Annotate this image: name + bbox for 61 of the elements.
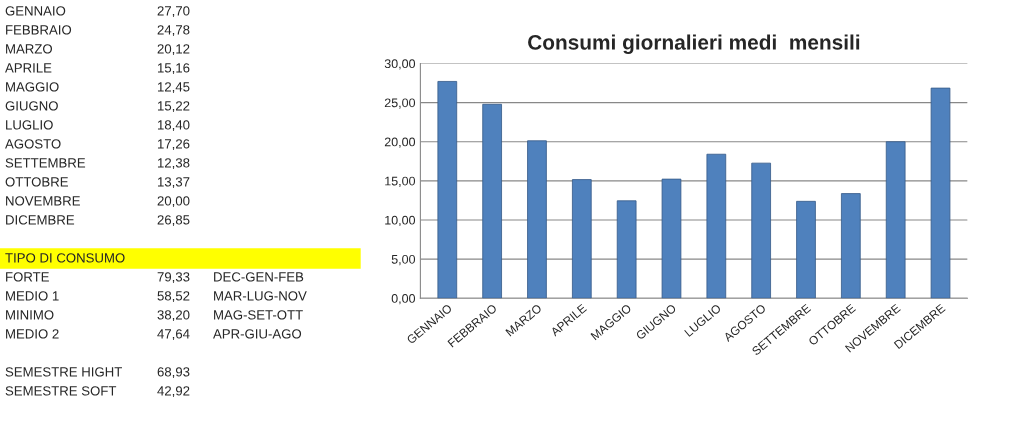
bar [751, 162, 771, 299]
bar [482, 103, 502, 299]
chart-title: Consumi giornalieri medi mensili [528, 34, 860, 54]
text: NOVEMBRE [6, 196, 80, 206]
text: 68,93 [157, 367, 190, 379]
text: APRILE [5, 63, 52, 73]
text: MARZO [6, 44, 53, 54]
text: SEMESTRE SOFT [5, 386, 117, 396]
text: FORTE [6, 272, 49, 282]
text: MEDIO 1 [6, 291, 59, 301]
y-tick-label: 5,00 [391, 254, 416, 266]
text: 27,70 [157, 6, 190, 18]
text: 20,00 [157, 196, 190, 208]
text: MAR-LUG-NOV [214, 291, 307, 301]
text: LUGLIO [6, 120, 53, 130]
y-tick-label: 25,00 [384, 98, 416, 109]
text: APR-GIU-AGO [213, 329, 302, 339]
bar [885, 141, 906, 299]
y-tick-label: 10,00 [385, 215, 416, 227]
text: 42,92 [157, 386, 190, 398]
text: GIUGNO [5, 101, 58, 111]
text: 24,78 [157, 25, 190, 37]
text: OTTOBRE [5, 177, 68, 187]
bar [437, 81, 458, 299]
text: 79,33 [157, 272, 190, 284]
text: AGOSTO [5, 139, 61, 149]
bar [571, 179, 592, 299]
bar [661, 178, 682, 299]
text: 15,22 [157, 101, 190, 113]
text: GENNAIO [5, 6, 66, 16]
text: 26,85 [157, 215, 190, 227]
text: DEC-GEN-FEB [214, 272, 304, 282]
text: MAGGIO [6, 82, 59, 92]
bar [930, 87, 951, 299]
text: DICEMBRE [6, 215, 75, 225]
bar [796, 200, 816, 299]
text: 12,38 [157, 158, 190, 170]
bar [706, 153, 727, 299]
bar [616, 200, 637, 299]
text: 13,37 [157, 177, 190, 189]
text: 38,20 [157, 310, 190, 322]
text: MEDIO 2 [6, 329, 59, 339]
y-tick-label: 0,00 [391, 294, 416, 305]
y-tick-label: 30,00 [384, 59, 416, 70]
bar [527, 140, 547, 299]
text: TIPO DI CONSUMO [5, 253, 125, 263]
text: 18,40 [157, 120, 190, 132]
text: FEBBRAIO [6, 25, 72, 35]
text: 15,16 [157, 63, 190, 75]
bar [841, 193, 861, 299]
text: MAG-SET-OTT [214, 310, 303, 320]
y-tick-label: 15,00 [385, 176, 416, 187]
y-tick-label: 20,00 [384, 137, 416, 148]
text: SETTEMBRE [5, 158, 86, 168]
text: 17,26 [157, 139, 190, 151]
text: 47,64 [157, 329, 190, 341]
text: 20,12 [157, 44, 190, 56]
text: SEMESTRE HIGHT [5, 367, 122, 377]
text: 58,52 [157, 291, 190, 303]
text: 12,45 [157, 82, 190, 94]
text: MINIMO [6, 310, 54, 320]
